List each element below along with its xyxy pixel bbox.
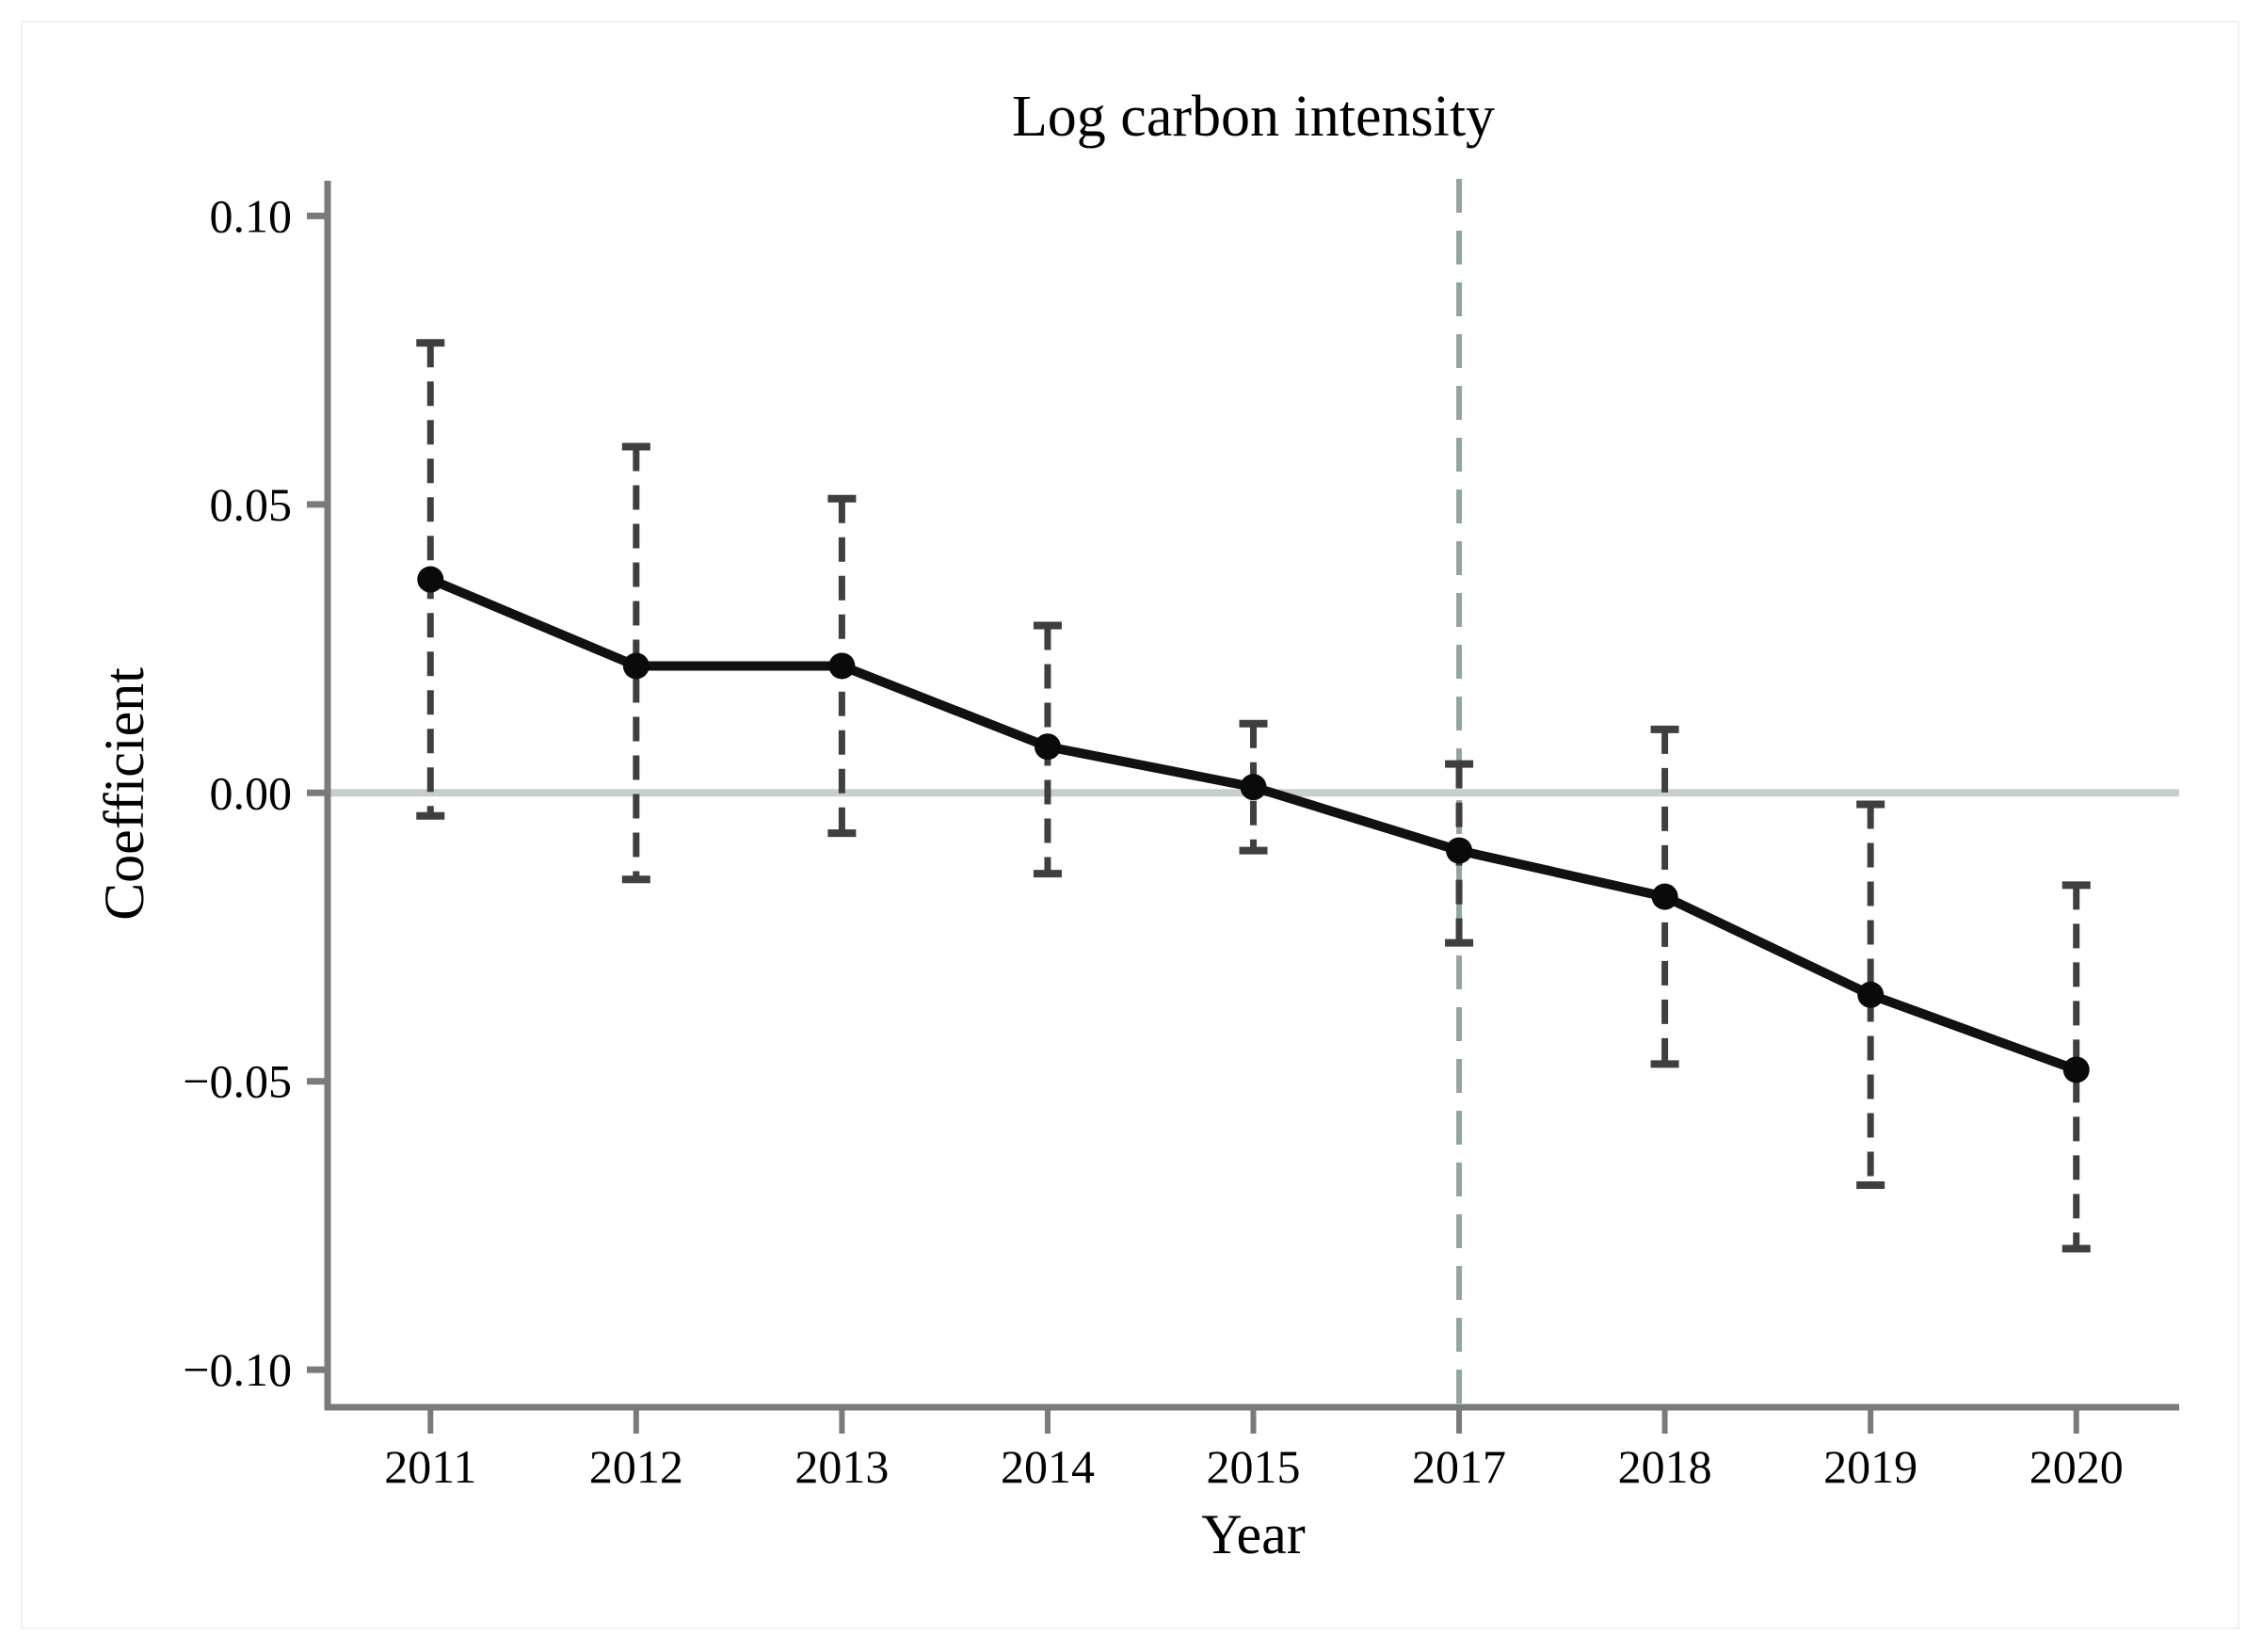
y-tick-label: −0.10 [183, 1343, 292, 1396]
coefficient-point [622, 652, 650, 680]
x-tick-label: 2019 [1823, 1440, 1917, 1493]
coefficient-point [417, 566, 444, 593]
coefficient-point [1240, 774, 1267, 801]
x-tick-label: 2017 [1412, 1440, 1506, 1493]
y-tick-label: −0.05 [183, 1055, 292, 1108]
figure-frame: 0.10 0.05 0.00 −0.05 −0.10 2011 2012 2013 2014 20… [21, 21, 2239, 1629]
coefficient-point [1034, 733, 1061, 761]
x-tick-label: 2015 [1207, 1440, 1301, 1493]
x-tick-label: 2020 [2029, 1440, 2124, 1493]
coefficient-point [1446, 837, 1473, 864]
coefficient-point [1857, 981, 1885, 1008]
coefficient-point [1651, 883, 1678, 910]
coefficient-point [828, 652, 856, 680]
y-axis-title: Coefficient [93, 667, 155, 921]
coefficient-event-study-plot: 0.10 0.05 0.00 −0.05 −0.10 2011 2012 2013 2014 20… [93, 85, 2179, 1565]
chart-title: Log carbon intensity [1012, 85, 1495, 149]
y-tick-label: 0.00 [210, 766, 293, 819]
x-tick-label: 2012 [589, 1440, 683, 1493]
coefficient-markers [417, 566, 2090, 1083]
x-axis-title: Year [1201, 1503, 1306, 1565]
x-tick-label: 2014 [1001, 1440, 1095, 1493]
x-tick-label: 2018 [1618, 1440, 1712, 1493]
x-tick-label: 2013 [794, 1440, 889, 1493]
y-tick-label: 0.10 [210, 189, 293, 242]
coefficient-point [2062, 1056, 2090, 1083]
axes: 0.10 0.05 0.00 −0.05 −0.10 2011 2012 2013 2014 20… [183, 181, 2179, 1493]
y-tick-label: 0.05 [210, 478, 293, 531]
x-tick-label: 2011 [384, 1440, 476, 1493]
